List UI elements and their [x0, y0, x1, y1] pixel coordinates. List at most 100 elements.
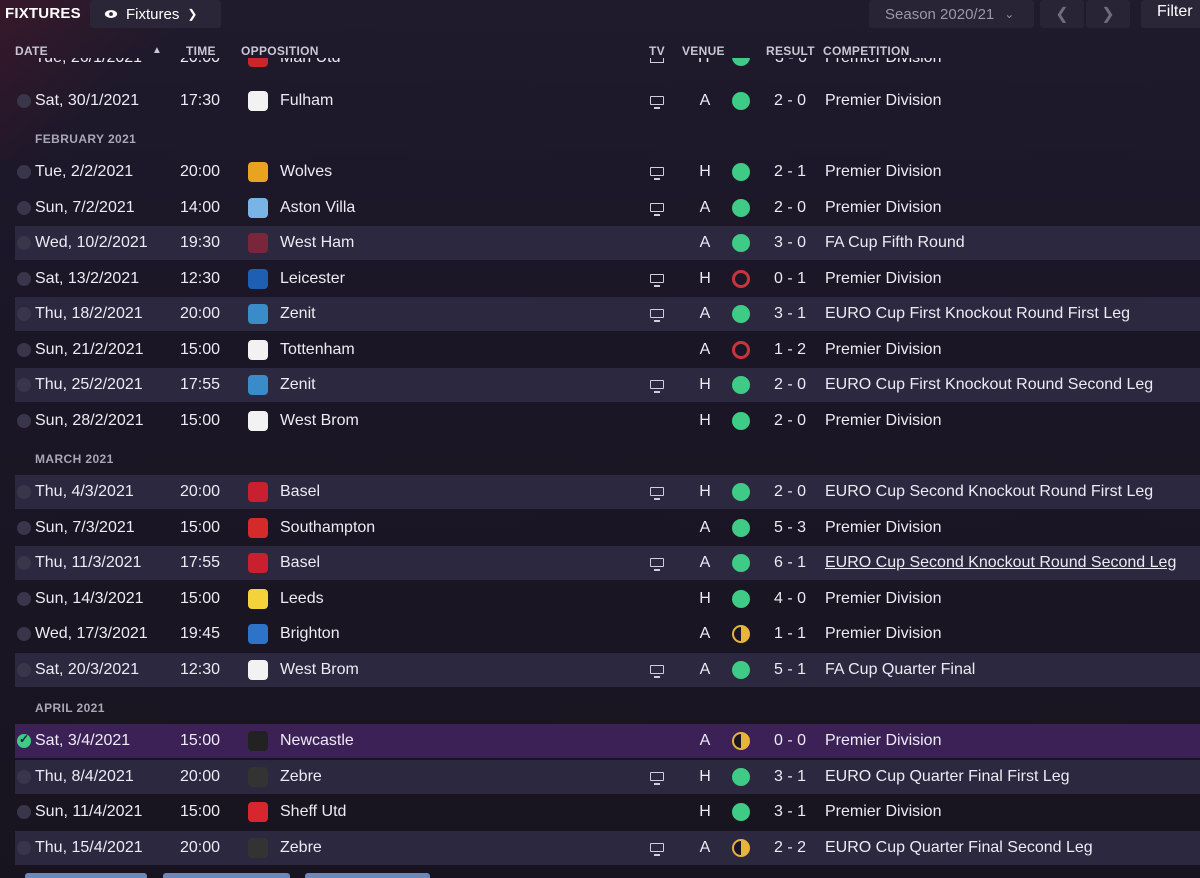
fixture-opposition[interactable]: Leeds: [280, 590, 324, 607]
table-row[interactable]: Sun, 21/2/2021 15:00 Tottenham A 1 - 2 Premie…: [15, 333, 1200, 367]
fixture-opposition[interactable]: Sheff Utd: [280, 803, 347, 820]
column-header-tv[interactable]: TV: [649, 44, 665, 58]
table-row[interactable]: Thu, 25/2/2021 17:55 Zenit H 2 - 0 EURO Cup F…: [15, 368, 1200, 402]
club-crest-icon: [248, 233, 268, 253]
fixture-opposition[interactable]: Newcastle: [280, 732, 354, 749]
fixture-competition[interactable]: Premier Division: [825, 412, 942, 429]
table-row-partial[interactable]: Tue, 26/1/2021 20:00 Man Utd H 3 - 0 Pre…: [15, 58, 1200, 76]
fixture-competition[interactable]: EURO Cup First Knockout Round First Leg: [825, 305, 1131, 322]
table-row[interactable]: Thu, 8/4/2021 20:00 Zebre H 3 - 1 EURO Cup Qu…: [15, 760, 1200, 794]
result-win-icon: [732, 234, 750, 252]
status-check-icon: [17, 94, 31, 108]
status-check-icon: [17, 841, 31, 855]
result-loss-icon: [732, 341, 750, 359]
table-row[interactable]: Thu, 11/3/2021 17:55 Basel A 6 - 1 EURO Cup S…: [15, 546, 1200, 580]
table-row[interactable]: Sat, 30/1/2021 17:30 Fulham A 2 - 0 Premier D…: [15, 84, 1200, 118]
fixture-venue: H: [699, 412, 711, 429]
table-row[interactable]: Sun, 11/4/2021 15:00 Sheff Utd H 3 - 1 Premie…: [15, 795, 1200, 829]
status-check-icon: [17, 307, 31, 321]
page-title: FIXTURES: [5, 5, 81, 22]
fixture-competition[interactable]: Premier Division: [825, 270, 942, 287]
previous-button[interactable]: ❮: [1040, 0, 1084, 28]
column-header-competition[interactable]: COMPETITION: [823, 44, 910, 58]
fixture-date: Sun, 28/2/2021: [35, 412, 144, 429]
column-header-time[interactable]: TIME: [186, 44, 216, 58]
fixture-time: 15:00: [180, 519, 221, 536]
fixture-date: Sun, 7/2/2021: [35, 199, 135, 216]
bottom-tab[interactable]: [25, 873, 147, 878]
fixture-opposition[interactable]: Southampton: [280, 519, 376, 536]
season-selector[interactable]: Season 2020/21 ⌄: [869, 0, 1034, 28]
fixture-competition[interactable]: EURO Cup First Knockout Round Second Leg: [825, 376, 1154, 393]
status-check-icon: [17, 556, 31, 570]
fixture-score: 3 - 1: [773, 768, 806, 785]
fixture-opposition[interactable]: Brighton: [280, 625, 340, 642]
next-button[interactable]: ❯: [1086, 0, 1130, 28]
column-header-date[interactable]: DATE: [15, 44, 48, 58]
table-row[interactable]: Thu, 15/4/2021 20:00 Zebre A 2 - 2 EURO Cup Q…: [15, 831, 1200, 865]
table-row[interactable]: Tue, 2/2/2021 20:00 Wolves H 2 - 1 Premier Di…: [15, 155, 1200, 189]
fixture-competition[interactable]: Premier Division: [825, 732, 942, 749]
table-row[interactable]: Thu, 4/3/2021 20:00 Basel H 2 - 0 EURO Cup Se…: [15, 475, 1200, 509]
fixture-score: 2 - 2: [773, 839, 806, 856]
table-row[interactable]: Sat, 13/2/2021 12:30 Leicester H 0 - 1 Premie…: [15, 262, 1200, 296]
fixture-score: 3 - 0: [773, 234, 806, 251]
fixture-competition[interactable]: EURO Cup Second Knockout Round First Leg: [825, 483, 1154, 500]
table-row[interactable]: Sun, 7/3/2021 15:00 Southampton A 5 - 3 Premi…: [15, 511, 1200, 545]
fixture-opposition[interactable]: West Brom: [280, 661, 359, 678]
club-crest-icon: [248, 269, 268, 289]
fixture-opposition[interactable]: West Ham: [280, 234, 355, 251]
column-header-result[interactable]: RESULT: [766, 44, 815, 58]
fixture-competition[interactable]: FA Cup Fifth Round: [825, 234, 965, 251]
fixture-venue: A: [699, 661, 711, 678]
fixture-competition[interactable]: Premier Division: [825, 163, 942, 180]
fixture-competition[interactable]: Premier Division: [825, 199, 942, 216]
fixture-competition[interactable]: Premier Division: [825, 803, 942, 820]
fixture-opposition[interactable]: Fulham: [280, 92, 334, 109]
column-header-venue[interactable]: VENUE: [682, 44, 725, 58]
fixture-competition[interactable]: Premier Division: [825, 590, 942, 607]
result-draw-icon: [732, 732, 750, 750]
fixture-opposition[interactable]: West Brom: [280, 412, 359, 429]
table-row[interactable]: Sun, 7/2/2021 14:00 Aston Villa A 2 - 0 Premi…: [15, 191, 1200, 225]
table-row[interactable]: Sun, 14/3/2021 15:00 Leeds H 4 - 0 Premier Di…: [15, 582, 1200, 616]
fixture-competition[interactable]: Premier Division: [825, 625, 942, 642]
fixture-opposition[interactable]: Man Utd: [280, 58, 340, 67]
table-row[interactable]: Sat, 20/3/2021 12:30 West Brom A 5 - 1 FA Cup…: [15, 653, 1200, 687]
bottom-tab[interactable]: [305, 873, 430, 878]
result-win-icon: [732, 519, 750, 537]
table-row[interactable]: Thu, 18/2/2021 20:00 Zenit A 3 - 1 EURO Cup F…: [15, 297, 1200, 331]
result-win-icon: [732, 483, 750, 501]
fixture-competition[interactable]: Premier Division: [825, 519, 942, 536]
fixture-competition[interactable]: EURO Cup Quarter Final Second Leg: [825, 839, 1093, 856]
table-row[interactable]: Wed, 10/2/2021 19:30 West Ham A 3 - 0 FA Cup …: [15, 226, 1200, 260]
fixture-opposition[interactable]: Wolves: [280, 163, 333, 180]
filter-button[interactable]: Filter: [1141, 0, 1200, 28]
fixture-opposition[interactable]: Zenit: [280, 305, 316, 322]
fixture-opposition[interactable]: Zebre: [280, 768, 322, 785]
fixture-opposition[interactable]: Basel: [280, 554, 321, 571]
fixture-opposition[interactable]: Aston Villa: [280, 199, 356, 216]
fixture-competition[interactable]: Premier Division: [825, 58, 941, 67]
fixture-opposition[interactable]: Zenit: [280, 376, 316, 393]
fixture-opposition[interactable]: Tottenham: [280, 341, 355, 358]
fixture-competition[interactable]: Premier Division: [825, 92, 942, 109]
fixture-date: Thu, 4/3/2021: [35, 483, 134, 500]
fixture-competition[interactable]: Premier Division: [825, 341, 942, 358]
result-win-icon: [732, 199, 750, 217]
fixture-opposition[interactable]: Leicester: [280, 270, 345, 287]
column-header-opposition[interactable]: OPPOSITION: [241, 44, 319, 58]
fixture-time: 17:30: [180, 92, 221, 109]
table-row[interactable]: Wed, 17/3/2021 19:45 Brighton A 1 - 1 Premier…: [15, 617, 1200, 651]
fixture-competition[interactable]: FA Cup Quarter Final: [825, 661, 976, 678]
bottom-tab[interactable]: [163, 873, 290, 878]
fixture-opposition[interactable]: Basel: [280, 483, 321, 500]
view-selector-button[interactable]: Fixtures ❯: [90, 0, 221, 28]
fixture-score: 1 - 1: [773, 625, 806, 642]
fixture-opposition[interactable]: Zebre: [280, 839, 322, 856]
fixture-competition[interactable]: EURO Cup Quarter Final First Leg: [825, 768, 1070, 785]
fixture-competition[interactable]: EURO Cup Second Knockout Round Second Le…: [825, 554, 1177, 571]
sort-ascending-icon[interactable]: ▲: [152, 45, 163, 56]
table-row[interactable]: Sat, 3/4/2021 15:00 Newcastle A 0 - 0 Premier…: [15, 724, 1200, 758]
table-row[interactable]: Sun, 28/2/2021 15:00 West Brom H 2 - 0 Premie…: [15, 404, 1200, 438]
